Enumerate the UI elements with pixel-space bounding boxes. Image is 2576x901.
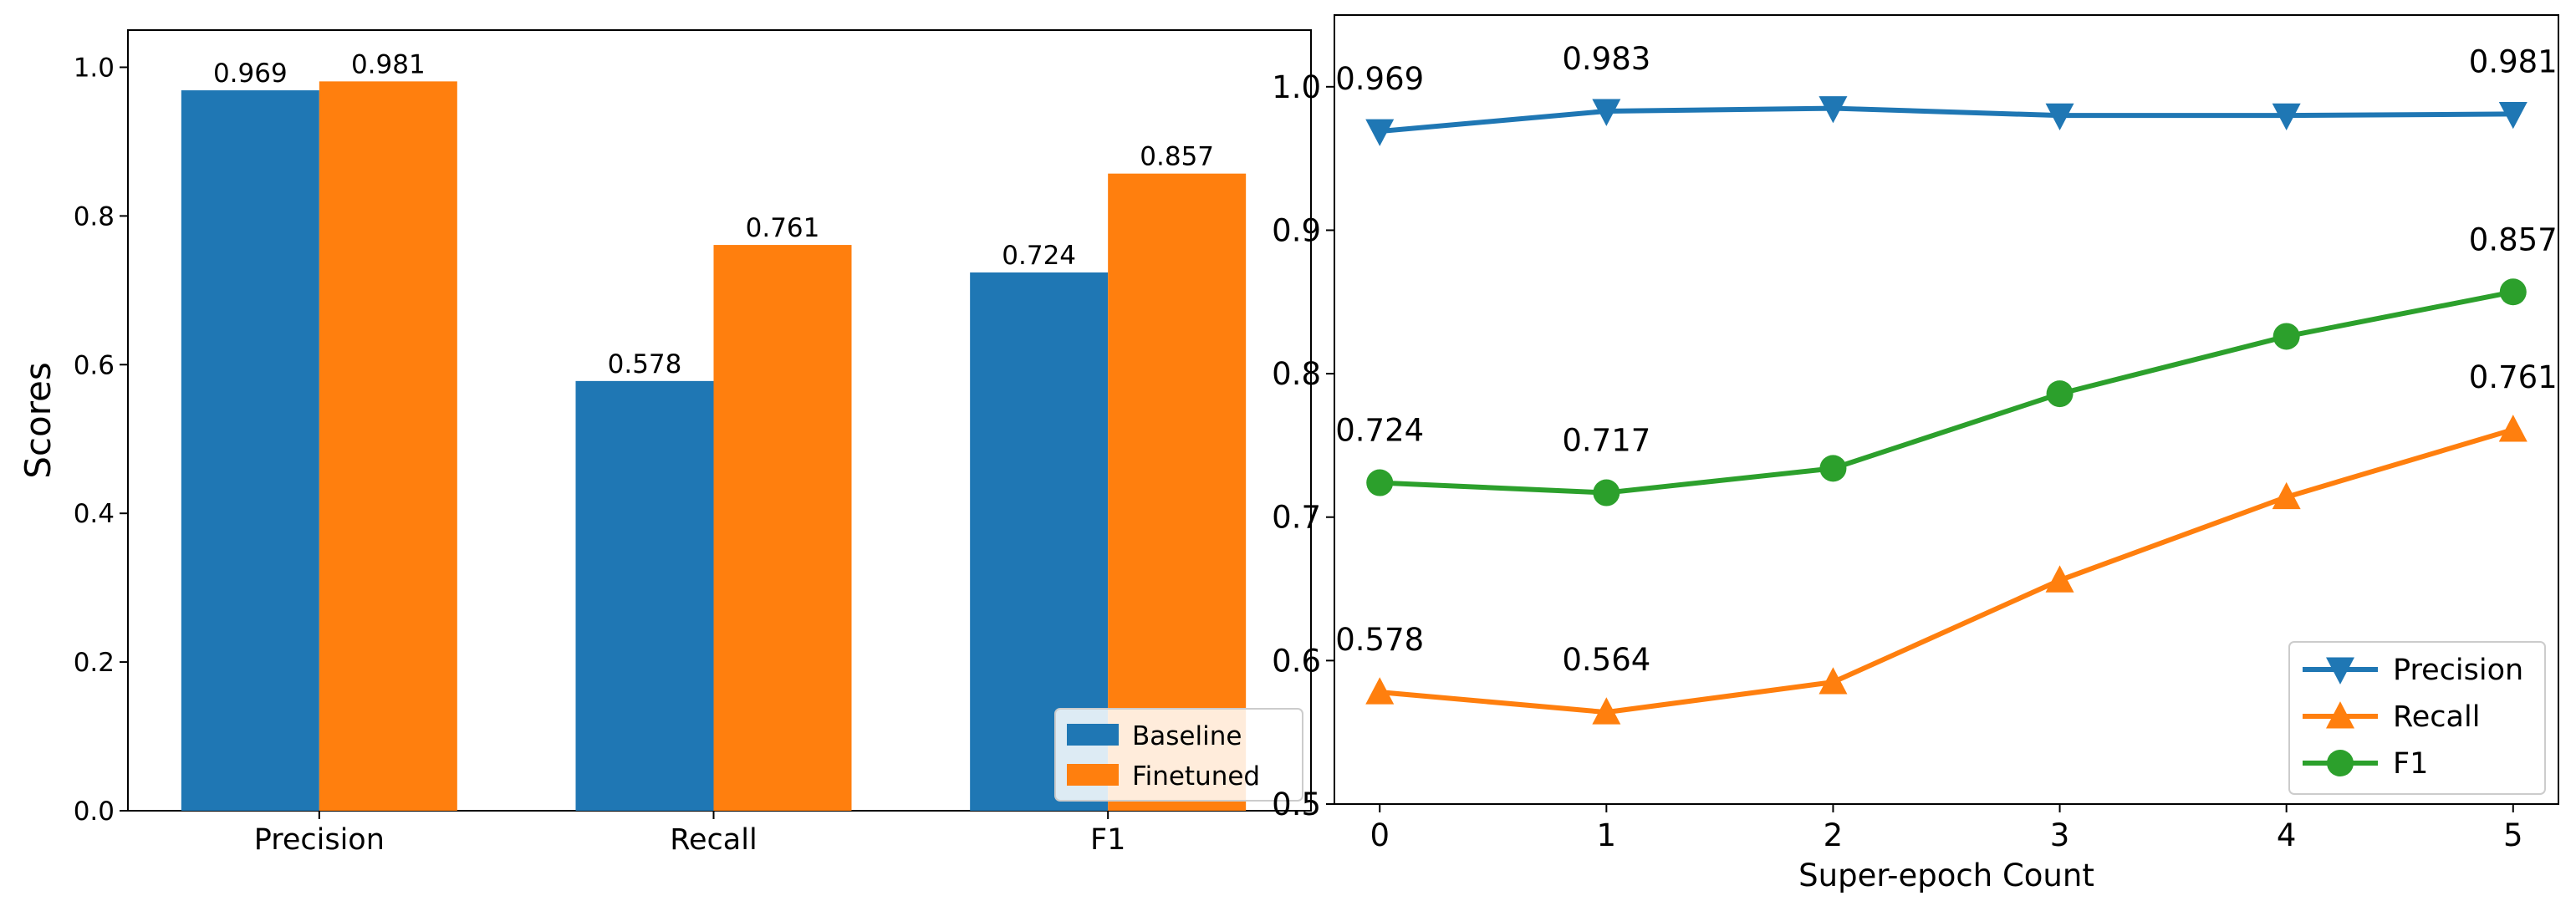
series-f1: 0.724 0.717 0.857 [1335,221,2558,506]
recall-point [2272,481,2301,510]
legend-marker-recall [2326,701,2354,729]
y-tick-label: 0.9 [1272,212,1321,248]
recall-point [1365,677,1395,705]
x-tick-label: F1 [1090,823,1125,857]
recall-point [1819,667,1848,695]
legend-swatch-finetuned [1067,764,1119,786]
x-tick-label: 5 [2503,817,2523,853]
x-tick-label: 2 [1824,817,1844,853]
bar-data-label: 0.981 [351,49,426,79]
y-axis-title: Scores [18,362,59,479]
precision-line [1379,105,2513,135]
y-tick-label: 1.0 [1272,69,1321,105]
f1-annotation: 0.857 [2469,221,2558,257]
bar-baseline-recall [575,380,714,811]
precision-point [2498,101,2528,130]
bar-data-label: 0.857 [1140,142,1214,172]
f1-point [2499,278,2527,306]
f1-point [1819,455,1847,482]
legend-label: Precision [2393,654,2523,687]
y-tick-label: 0.6 [74,350,115,380]
bar-data-label: 0.724 [1002,241,1076,271]
y-tick-label: 0.0 [74,797,115,827]
precision-annotation: 0.969 [1335,61,1424,97]
y-tick-label: 0.4 [74,499,115,529]
legend-label: Finetuned [1132,761,1260,792]
f1-line [1380,289,2514,496]
y-tick-label: 0.8 [74,201,115,232]
precision-point [2045,103,2074,130]
legend-label: Baseline [1132,721,1242,751]
bar-data-label: 0.761 [746,213,820,243]
recall-annotation: 0.564 [1562,642,1650,678]
y-tick-label: 0.2 [74,648,115,678]
series-recall: 0.578 0.564 0.761 [1335,359,2558,725]
legend-label: Recall [2393,700,2480,734]
recall-point [1592,697,1621,725]
recall-line [1379,427,2514,715]
recall-annotation: 0.761 [2469,359,2558,395]
y-tick-label: 1.0 [74,53,115,83]
plot-frame [1334,14,2559,805]
y-tick-label: 0.8 [1272,356,1321,392]
recall-annotation: 0.578 [1335,622,1424,658]
x-tick-label: 4 [2277,817,2297,853]
legend-marker-f1 [2327,750,2354,776]
precision-annotation: 0.981 [2469,43,2558,79]
precision-point [1592,99,1621,126]
y-tick-label: 0.5 [1272,786,1321,822]
legend-box [2288,641,2546,795]
precision-point [1365,119,1395,146]
recall-point [2498,415,2528,442]
bar-data-label: 0.578 [608,349,682,379]
f1-point [2046,380,2074,408]
precision-point [1819,96,1848,124]
x-tick-label: 3 [2050,817,2070,853]
bar-finetuned-precision [319,81,457,812]
x-axis-title: Super-epoch Count [1798,858,2094,893]
line-chart: 0.5 0.6 0.7 0.8 0.9 1.0 0 1 2 3 4 5 Super-epoch Coun… [1272,14,2559,893]
x-tick-label: 1 [1597,817,1617,853]
y-tick-label: 0.6 [1272,643,1321,679]
precision-annotation: 0.983 [1562,41,1650,77]
legend-label: F1 [2393,747,2428,781]
x-tick-label: 0 [1370,817,1390,853]
f1-point [1593,479,1620,506]
bar-data-label: 0.969 [213,59,288,89]
f1-point [2272,323,2300,350]
bar-baseline-precision [181,90,319,811]
x-tick-label: Precision [254,823,385,857]
f1-annotation: 0.724 [1335,413,1424,449]
y-tick-label: 0.7 [1272,500,1321,536]
legend-swatch-baseline [1067,724,1119,746]
precision-point [2272,103,2301,130]
f1-point [1366,469,1394,496]
bar-finetuned-f1 [1108,173,1247,811]
legend-marker-precision [2326,657,2354,685]
x-tick-label: Recall [670,823,757,857]
bar-chart: 0.0 0.2 0.4 0.6 0.8 1.0 Scores 0.969 0.981 Precis… [18,29,1312,857]
bar-finetuned-recall [713,245,852,811]
series-precision: 0.969 0.983 0.981 [1335,41,2558,146]
f1-annotation: 0.717 [1562,423,1650,459]
recall-point [2045,565,2074,593]
